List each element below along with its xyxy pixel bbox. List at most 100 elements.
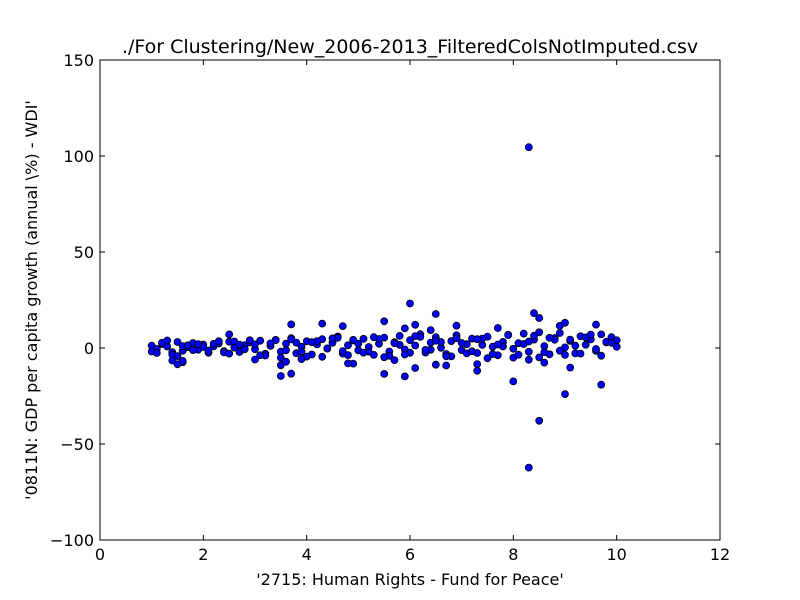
data-point xyxy=(530,309,538,318)
data-point xyxy=(483,354,492,363)
data-point xyxy=(173,338,182,346)
data-point xyxy=(473,366,482,375)
data-point xyxy=(431,336,440,345)
y-axis-ticks: −100 −50 0 50 100 150 xyxy=(50,51,720,550)
data-point xyxy=(287,335,296,344)
data-point xyxy=(452,334,461,343)
data-point xyxy=(406,299,414,308)
data-point xyxy=(344,341,352,350)
data-point xyxy=(328,334,337,343)
data-point xyxy=(561,390,569,399)
data-point xyxy=(431,360,440,369)
data-point xyxy=(338,322,347,331)
y-tick-label: −100 xyxy=(50,531,94,550)
y-tick-label: 150 xyxy=(63,51,94,70)
data-point xyxy=(442,361,451,370)
data-point xyxy=(380,353,389,362)
data-point xyxy=(592,320,600,329)
data-point xyxy=(524,355,533,364)
data-point xyxy=(597,380,606,389)
data-point xyxy=(493,324,502,332)
data-point xyxy=(561,350,569,359)
x-tick-label: 2 xyxy=(198,545,208,564)
data-point xyxy=(349,335,358,344)
data-point xyxy=(318,352,327,361)
data-point xyxy=(576,349,585,358)
data-point xyxy=(555,346,564,355)
data-point xyxy=(509,377,518,386)
y-axis-label: '0811N: GDP per capita growth (annual \%… xyxy=(22,100,41,500)
data-point xyxy=(442,352,451,361)
data-point xyxy=(380,317,389,326)
data-point xyxy=(189,346,197,355)
data-point xyxy=(597,351,606,360)
data-point xyxy=(287,369,296,378)
data-point xyxy=(431,310,440,318)
data-point xyxy=(426,326,435,335)
data-point xyxy=(493,340,502,349)
data-point xyxy=(214,337,223,346)
y-tick-label: 50 xyxy=(74,243,94,262)
data-point xyxy=(194,340,203,349)
x-axis-label: '2715: Human Rights - Fund for Peace' xyxy=(256,570,564,589)
data-point xyxy=(524,337,533,346)
data-point xyxy=(488,350,497,359)
data-point xyxy=(540,348,549,357)
data-point xyxy=(524,347,533,356)
data-point xyxy=(163,336,172,345)
data-point xyxy=(411,341,420,350)
data-point xyxy=(380,369,389,378)
x-tick-label: 12 xyxy=(710,545,730,564)
data-point xyxy=(204,346,213,355)
data-point xyxy=(504,331,513,340)
data-point xyxy=(390,356,399,365)
data-point xyxy=(462,349,471,358)
data-point xyxy=(276,353,285,362)
x-tick-label: 4 xyxy=(302,545,312,564)
data-point xyxy=(411,364,420,372)
data-point xyxy=(421,345,430,354)
data-point xyxy=(240,345,249,354)
data-point xyxy=(540,358,549,367)
data-point xyxy=(173,352,182,361)
data-point xyxy=(245,336,254,345)
data-point xyxy=(509,344,518,353)
data-point xyxy=(597,330,606,339)
data-point xyxy=(592,345,600,353)
data-points xyxy=(147,143,621,472)
data-point xyxy=(411,320,420,329)
data-point xyxy=(400,350,409,359)
data-point xyxy=(566,335,575,344)
data-point xyxy=(256,351,265,360)
data-point xyxy=(524,463,533,472)
x-axis-ticks: 0 2 4 6 8 10 12 xyxy=(95,60,730,564)
data-point xyxy=(282,357,290,366)
data-point xyxy=(359,348,368,357)
data-point xyxy=(530,331,538,340)
data-point xyxy=(400,324,409,333)
data-point xyxy=(452,321,461,330)
data-point xyxy=(344,359,352,368)
data-point xyxy=(535,353,544,362)
data-point xyxy=(318,319,327,328)
data-point xyxy=(152,349,161,357)
data-point xyxy=(282,346,290,355)
data-point xyxy=(457,339,466,347)
data-point xyxy=(225,349,234,358)
data-point xyxy=(235,340,244,349)
data-point xyxy=(400,372,409,381)
data-point xyxy=(359,334,368,343)
data-point xyxy=(323,344,332,353)
data-point xyxy=(344,351,352,360)
data-point xyxy=(395,331,404,340)
data-point xyxy=(168,356,177,365)
data-point xyxy=(473,335,482,344)
data-point xyxy=(251,340,259,349)
data-point xyxy=(524,143,533,152)
data-point xyxy=(183,341,192,350)
x-tick-label: 6 xyxy=(405,545,415,564)
data-point xyxy=(586,330,595,339)
data-point xyxy=(256,336,265,345)
